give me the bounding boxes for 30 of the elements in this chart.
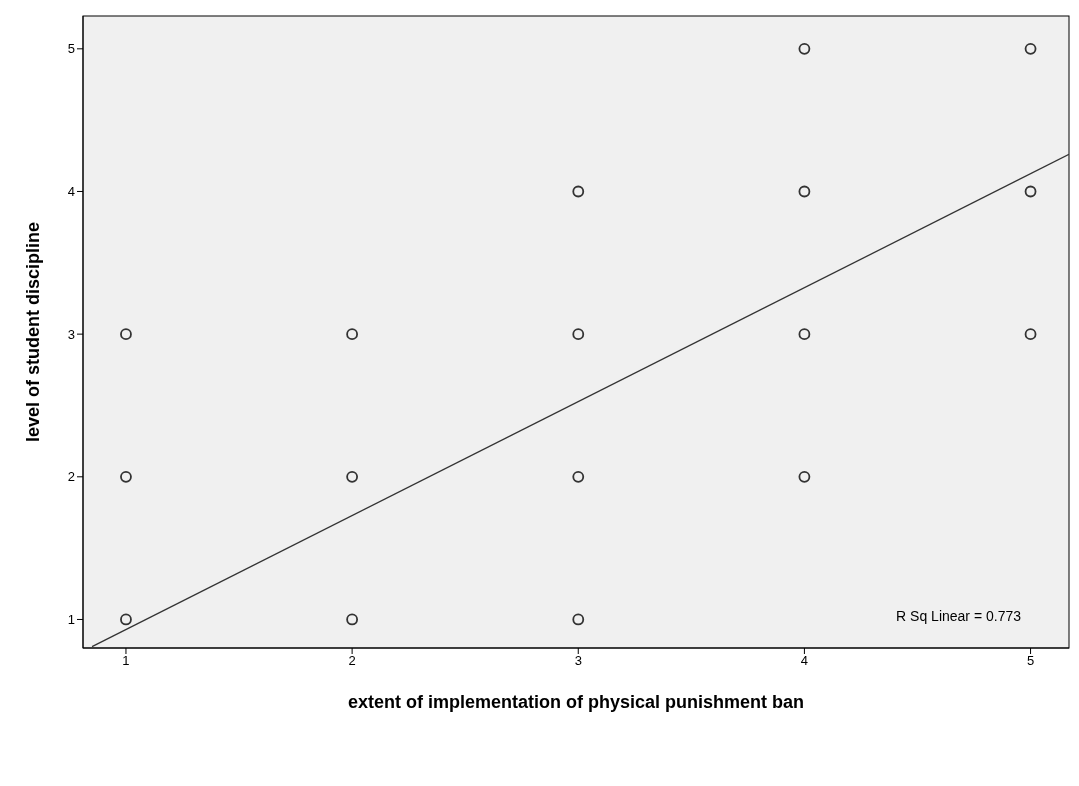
y-tick-label: 4	[67, 184, 75, 200]
point	[120, 328, 132, 341]
x-tick-label: 5	[1026, 653, 1035, 669]
point	[1024, 42, 1037, 55]
point	[120, 613, 132, 626]
y-tick-label: 1	[67, 612, 75, 628]
point	[572, 328, 585, 341]
y-axis-title: level of student discipline	[23, 221, 44, 443]
point	[120, 470, 132, 483]
x-tick-label: 3	[574, 653, 582, 669]
y-tick-label: 2	[67, 469, 75, 485]
annotation: R Sq Linear = 0.773	[896, 608, 1021, 624]
point	[798, 470, 811, 483]
x-tick-label: 2	[348, 653, 356, 669]
point	[346, 328, 359, 341]
x-axis-title: extent of implementation of physical punishment ban	[347, 692, 805, 712]
point	[1024, 328, 1037, 341]
point	[346, 470, 359, 483]
point	[798, 42, 811, 55]
y-tick-label: 3	[67, 326, 75, 342]
y-tick-label: 5	[67, 41, 75, 57]
point	[572, 613, 585, 626]
point	[572, 470, 585, 483]
point	[798, 185, 811, 198]
point	[346, 613, 359, 626]
point	[1024, 185, 1037, 198]
x-tick-label: 1	[122, 653, 130, 669]
x-tick-label: 4	[800, 653, 809, 669]
point	[572, 185, 585, 198]
point	[798, 328, 811, 341]
